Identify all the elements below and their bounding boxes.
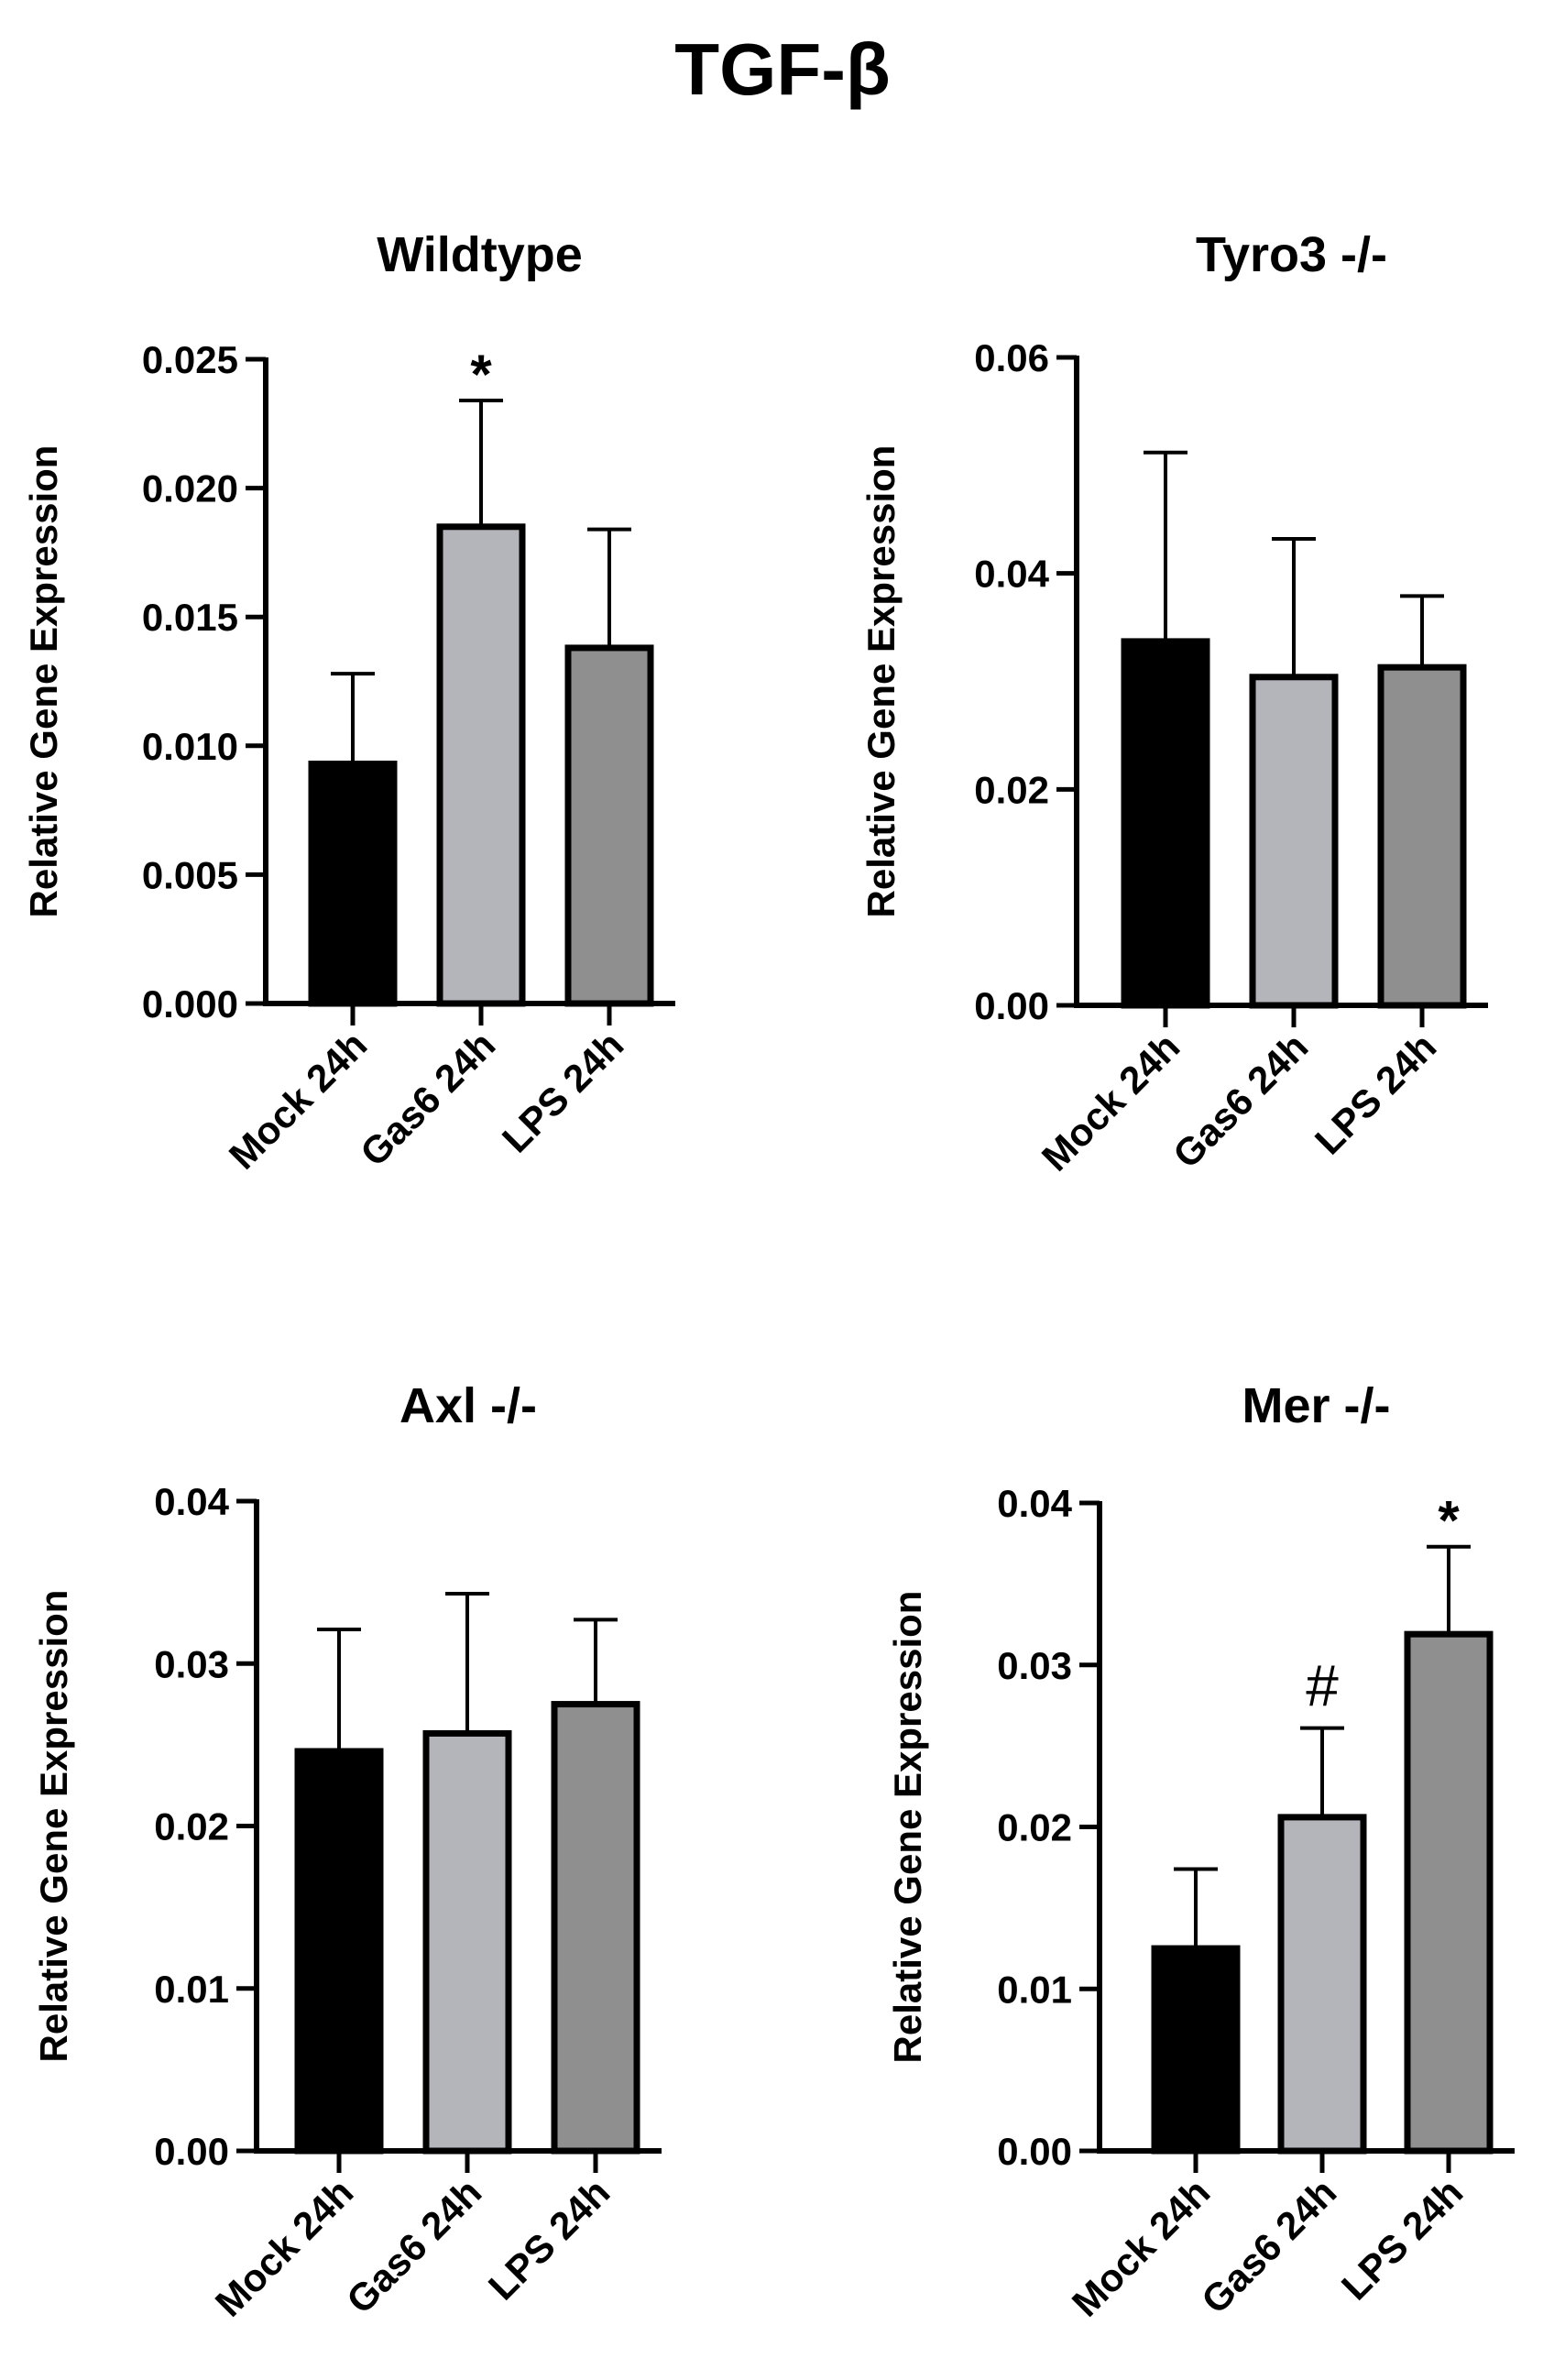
y-tick-label: 0.03 <box>997 1644 1072 1687</box>
bar-gas6-24h <box>1277 1814 1367 2155</box>
chart-panel-3: Axl -/- Relative Gene Expression Mock 24hG… <box>32 1378 662 2325</box>
x-tick-label: Gas6 24h <box>352 1023 503 1174</box>
bar-gas6-24h <box>1249 674 1339 1009</box>
y-axis-label: Relative Gene Expression <box>859 445 903 918</box>
y-tick-label: 0.020 <box>142 467 238 510</box>
y-tick-label: 0.04 <box>997 1482 1072 1525</box>
bar-gas6-24h <box>436 523 526 1007</box>
x-tick-label: Mock 24h <box>207 2170 362 2325</box>
chart-title: Mer -/- <box>1242 1378 1391 1433</box>
y-tick-label: 0.02 <box>974 768 1049 811</box>
x-tick-label: Gas6 24h <box>338 2170 489 2321</box>
y-tick-label: 0.00 <box>154 2130 229 2173</box>
y-tick-label: 0.025 <box>142 338 238 381</box>
x-tick-label: Mock 24h <box>221 1023 376 1178</box>
bar-mock-24h <box>294 1748 384 2155</box>
chart-title: Wildtype <box>377 227 583 282</box>
bar-lps-24h <box>1404 1630 1494 2155</box>
significance-marker: * <box>470 344 492 405</box>
chart-panel-2: Tyro3 -/- Relative Gene Expression Mock 24… <box>859 227 1488 1179</box>
bar-lps-24h <box>551 1701 640 2155</box>
y-tick-label: 0.02 <box>154 1805 229 1848</box>
bar-lps-24h <box>564 644 654 1007</box>
y-tick-label: 0.03 <box>154 1642 229 1685</box>
x-tick-label: Gas6 24h <box>1193 2170 1344 2321</box>
y-tick-label: 0.01 <box>997 1968 1072 2011</box>
chart-title: Axl -/- <box>399 1378 537 1433</box>
x-tick-label: Mock 24h <box>1064 2170 1219 2325</box>
x-tick-label: Gas6 24h <box>1165 1025 1316 1176</box>
y-tick-label: 0.04 <box>974 553 1049 596</box>
y-axis-label: Relative Gene Expression <box>32 1590 75 2063</box>
y-tick-label: 0.010 <box>142 725 238 768</box>
x-tick-label: Mock 24h <box>1034 1025 1188 1179</box>
y-tick-label: 0.02 <box>997 1806 1072 1849</box>
chart-title: Tyro3 -/- <box>1196 227 1387 282</box>
y-tick-label: 0.06 <box>974 336 1049 379</box>
bar-mock-24h <box>1151 1945 1241 2155</box>
y-tick-label: 0.015 <box>142 596 238 639</box>
bar-mock-24h <box>1121 638 1210 1009</box>
bar-gas6-24h <box>422 1729 512 2155</box>
y-axis-label: Relative Gene Expression <box>22 445 65 918</box>
figure-title: TGF-β <box>674 28 891 110</box>
y-tick-label: 0.04 <box>154 1480 229 1523</box>
y-tick-label: 0.000 <box>142 982 238 1025</box>
y-tick-label: 0.005 <box>142 853 238 896</box>
chart-panel-4: Mer -/- Relative Gene Expression Mock 24h #… <box>886 1378 1515 2325</box>
x-tick-label: LPS 24h <box>480 2170 618 2308</box>
x-tick-label: LPS 24h <box>1333 2170 1471 2308</box>
y-axis-label: Relative Gene Expression <box>886 1591 929 2064</box>
y-tick-label: 0.00 <box>974 984 1049 1027</box>
y-tick-label: 0.00 <box>997 2130 1072 2173</box>
x-tick-label: LPS 24h <box>1307 1025 1444 1162</box>
chart-panel-1: Wildtype Relative Gene Expression Mock 24h… <box>22 227 675 1178</box>
bar-mock-24h <box>308 760 398 1007</box>
significance-marker: # <box>1306 1653 1339 1719</box>
y-tick-label: 0.01 <box>154 1968 229 2011</box>
bar-lps-24h <box>1377 664 1467 1009</box>
x-tick-label: LPS 24h <box>494 1023 631 1160</box>
significance-marker: * <box>1438 1490 1460 1552</box>
